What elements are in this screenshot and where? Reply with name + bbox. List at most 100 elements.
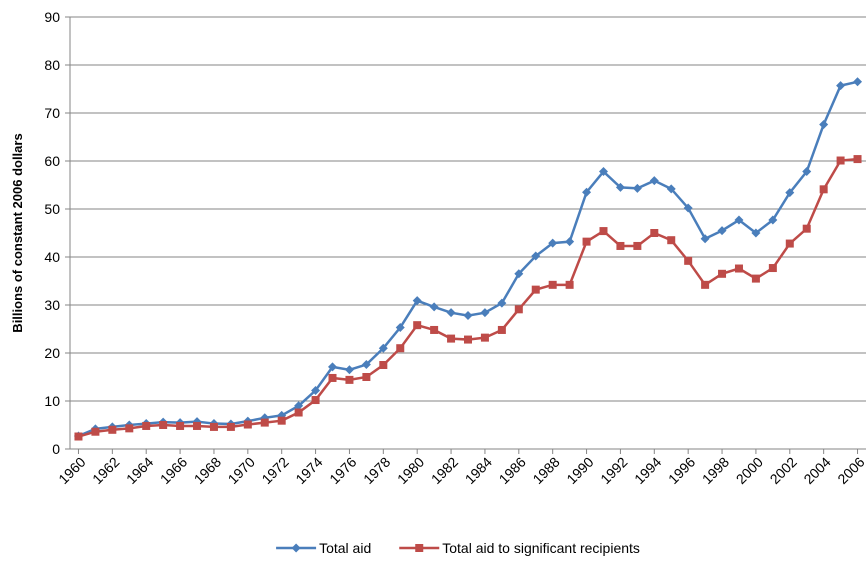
y-tick-label: 50: [44, 201, 60, 217]
x-tick-label: 1998: [699, 454, 732, 487]
marker: [464, 335, 472, 344]
legend: Total aid Total aid to significant recipi…: [276, 540, 640, 556]
marker: [819, 185, 828, 194]
marker: [531, 251, 541, 261]
marker: [666, 184, 676, 194]
marker: [565, 237, 575, 247]
x-tick-label: 1994: [631, 454, 664, 487]
marker: [260, 418, 269, 427]
x-tick-label: 1986: [496, 454, 529, 487]
marker: [632, 183, 642, 193]
marker: [429, 302, 439, 312]
marker: [209, 422, 218, 431]
marker: [396, 344, 405, 353]
marker: [463, 311, 473, 321]
marker: [633, 241, 642, 250]
x-tick-label: 2002: [767, 454, 800, 487]
x-tick-label: 1996: [665, 454, 698, 487]
marker: [125, 424, 134, 433]
marker: [311, 396, 320, 405]
marker: [345, 375, 354, 384]
marker: [853, 77, 863, 87]
x-tick-label: 1962: [89, 454, 122, 487]
marker: [531, 285, 540, 294]
marker: [379, 361, 388, 369]
x-tick-label: 1982: [428, 454, 461, 487]
marker: [91, 427, 100, 436]
marker: [598, 167, 608, 177]
marker: [768, 264, 777, 273]
marker: [700, 234, 710, 244]
marker: [599, 227, 608, 236]
marker: [480, 333, 489, 342]
marker: [447, 334, 456, 343]
marker: [717, 226, 727, 236]
marker: [243, 420, 252, 429]
y-tick-label: 40: [44, 249, 60, 265]
legend-label: Total aid to significant recipients: [442, 540, 640, 556]
marker: [582, 187, 592, 197]
marker: [667, 236, 676, 245]
marker: [616, 241, 625, 250]
marker: [514, 305, 523, 314]
marker: [853, 155, 862, 164]
y-axis-label: Billions of constant 2006 dollars: [10, 133, 25, 332]
marker: [751, 228, 761, 238]
marker: [430, 325, 439, 334]
x-tick-label: 1984: [462, 454, 495, 487]
y-tick-label: 30: [44, 297, 60, 313]
x-tick-label: 1966: [157, 454, 190, 487]
x-tick-label: 2006: [834, 454, 867, 487]
marker: [497, 298, 507, 308]
line: [77, 80, 858, 438]
marker: [277, 416, 286, 425]
marker: [582, 237, 591, 246]
legend-marker: [291, 543, 301, 553]
marker: [615, 182, 625, 192]
y-tick-label: 10: [44, 393, 60, 409]
x-tick-label: 1970: [225, 454, 258, 487]
legend-label: Total aid: [319, 540, 371, 556]
marker: [718, 269, 727, 278]
x-tick-label: 1990: [563, 454, 596, 487]
x-tick-label: 1980: [394, 454, 427, 487]
x-tick-label: 1964: [123, 454, 156, 487]
marker: [142, 421, 151, 430]
x-tick-label: 1968: [191, 454, 224, 487]
marker: [446, 308, 456, 318]
marker: [836, 156, 845, 165]
marker: [226, 422, 235, 431]
marker: [159, 421, 168, 429]
marker: [514, 269, 524, 279]
marker: [683, 203, 693, 213]
marker: [701, 280, 710, 289]
marker: [684, 256, 693, 265]
x-tick-label: 1976: [326, 454, 359, 487]
marker: [649, 176, 659, 186]
y-tick-label: 80: [44, 57, 60, 73]
marker: [836, 81, 846, 91]
marker: [328, 362, 338, 372]
marker: [565, 280, 574, 289]
marker: [378, 343, 388, 353]
marker: [294, 408, 303, 417]
marker: [311, 385, 321, 395]
x-tick-label: 1992: [597, 454, 630, 487]
marker: [344, 365, 354, 375]
x-tick-label: 1972: [258, 454, 291, 487]
marker: [802, 224, 811, 233]
marker: [74, 432, 83, 441]
marker: [412, 296, 422, 306]
marker: [395, 323, 405, 333]
marker: [751, 274, 760, 283]
line: [78, 157, 858, 438]
marker: [819, 120, 829, 130]
marker: [734, 215, 744, 225]
marker: [734, 264, 743, 273]
marker: [802, 167, 812, 177]
marker: [108, 425, 117, 434]
marker: [785, 188, 795, 198]
marker: [650, 229, 659, 237]
y-tick-label: 70: [44, 105, 60, 121]
